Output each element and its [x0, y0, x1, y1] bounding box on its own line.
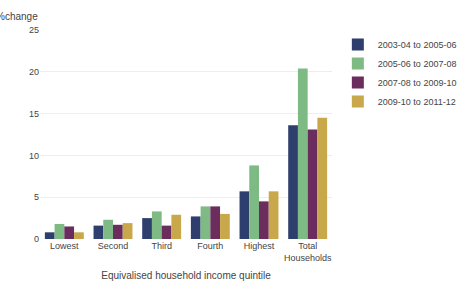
svg-text:Second: Second	[98, 241, 129, 251]
svg-text:20: 20	[29, 67, 39, 77]
svg-text:%change: %change	[0, 11, 38, 22]
svg-text:2009-10 to 2011-12: 2009-10 to 2011-12	[378, 97, 456, 107]
svg-text:25: 25	[29, 25, 39, 35]
svg-text:Lowest: Lowest	[50, 241, 79, 251]
svg-text:15: 15	[29, 109, 39, 119]
svg-text:0: 0	[34, 234, 39, 244]
svg-text:10: 10	[29, 151, 39, 161]
svg-text:5: 5	[34, 192, 39, 202]
svg-text:Fourth: Fourth	[197, 241, 223, 251]
svg-text:Third: Third	[151, 241, 172, 251]
svg-text:2005-06 to 2007-08: 2005-06 to 2007-08	[378, 59, 457, 69]
svg-text:Highest: Highest	[244, 241, 275, 251]
svg-text:2007-08 to 2009-10: 2007-08 to 2009-10	[378, 78, 457, 88]
svg-text:2003-04 to 2005-06: 2003-04 to 2005-06	[378, 40, 457, 50]
svg-text:TotalHouseholds: TotalHouseholds	[284, 241, 332, 263]
svg-text:Equivalised household income q: Equivalised household income quintile	[101, 270, 271, 281]
